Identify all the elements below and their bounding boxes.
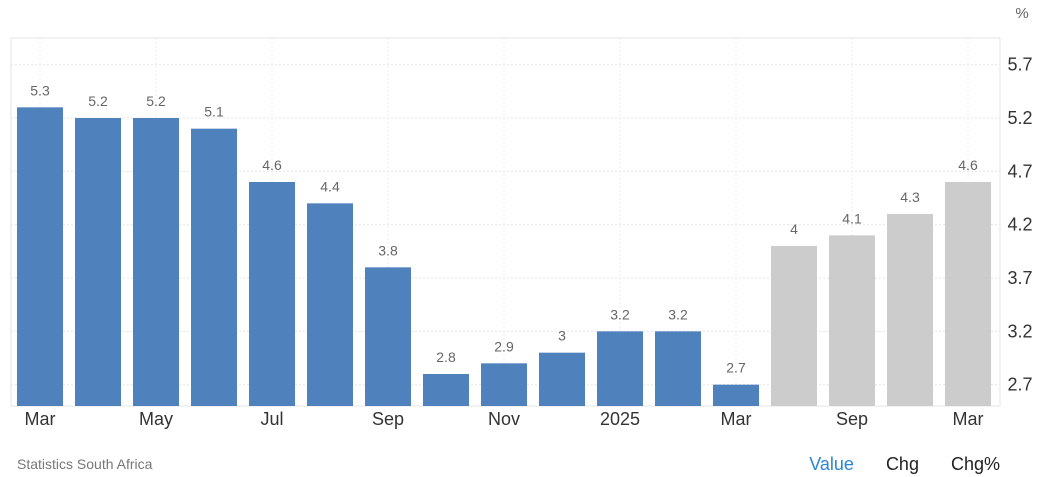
bar[interactable] [597,331,643,406]
y-unit-label: % [1015,5,1028,22]
bar[interactable] [655,331,701,406]
bar[interactable] [481,363,527,406]
x-tick-label: Mar [953,409,984,429]
data-label: 2.9 [494,338,514,354]
x-tick-label: Mar [25,409,56,429]
y-tick-label: 5.2 [1007,108,1032,128]
bar[interactable] [365,267,411,406]
bar[interactable] [829,235,875,406]
bar[interactable] [539,352,585,406]
bar[interactable] [887,214,933,406]
data-label: 3.2 [668,306,688,322]
y-tick-label: 5.7 [1007,55,1032,75]
data-label: 2.8 [436,349,456,365]
x-tick-label: Sep [836,409,868,429]
bar[interactable] [771,246,817,406]
view-toggles: Value Chg Chg% [809,454,1000,475]
data-label: 4.6 [958,157,978,173]
data-label: 3 [558,328,566,344]
data-label: 5.1 [204,104,224,120]
bar[interactable] [75,118,121,406]
y-axis-ticks: 5.7 5.2 4.7 4.2 3.7 3.2 2.7 [1007,55,1032,395]
toggle-chg[interactable]: Chg [885,454,919,474]
data-label: 5.2 [88,93,108,109]
y-tick-label: 3.2 [1007,321,1032,341]
data-label: 3.2 [610,306,630,322]
bars [17,107,991,406]
y-tick-label: 2.7 [1007,375,1032,395]
data-label: 5.2 [146,93,166,109]
bar[interactable] [191,128,237,406]
x-tick-label: May [139,409,173,429]
toggle-chg-percent[interactable]: Chg% [950,454,1000,474]
bar[interactable] [945,182,991,406]
data-label: 4 [790,221,798,237]
source-label: Statistics South Africa [17,456,153,472]
x-axis-ticks: Mar May Jul Sep Nov 2025 Mar Sep Mar [25,409,984,429]
data-label: 4.4 [320,178,340,194]
data-label: 5.3 [30,82,50,98]
y-tick-label: 3.7 [1007,268,1032,288]
bar[interactable] [423,374,469,406]
bar[interactable] [713,384,759,406]
x-tick-label: Nov [488,409,520,429]
data-label: 4.1 [842,210,862,226]
bar[interactable] [17,107,63,406]
x-tick-label: Mar [721,409,752,429]
x-tick-label: Jul [260,409,283,429]
data-label: 4.6 [262,157,282,173]
toggle-value[interactable]: Value [809,454,854,474]
data-label: 3.8 [378,242,398,258]
data-labels: 5.3 5.2 5.2 5.1 4.6 4.4 3.8 2.8 2.9 3 3.2 3.2 2.7 4 4.… [30,82,978,375]
data-label: 2.7 [726,360,746,376]
data-label: 4.3 [900,189,920,205]
bar[interactable] [249,182,295,406]
y-tick-label: 4.2 [1007,215,1032,235]
x-tick-label: 2025 [600,409,640,429]
bar[interactable] [133,118,179,406]
bar[interactable] [307,203,353,406]
x-tick-label: Sep [372,409,404,429]
y-tick-label: 4.7 [1007,161,1032,181]
